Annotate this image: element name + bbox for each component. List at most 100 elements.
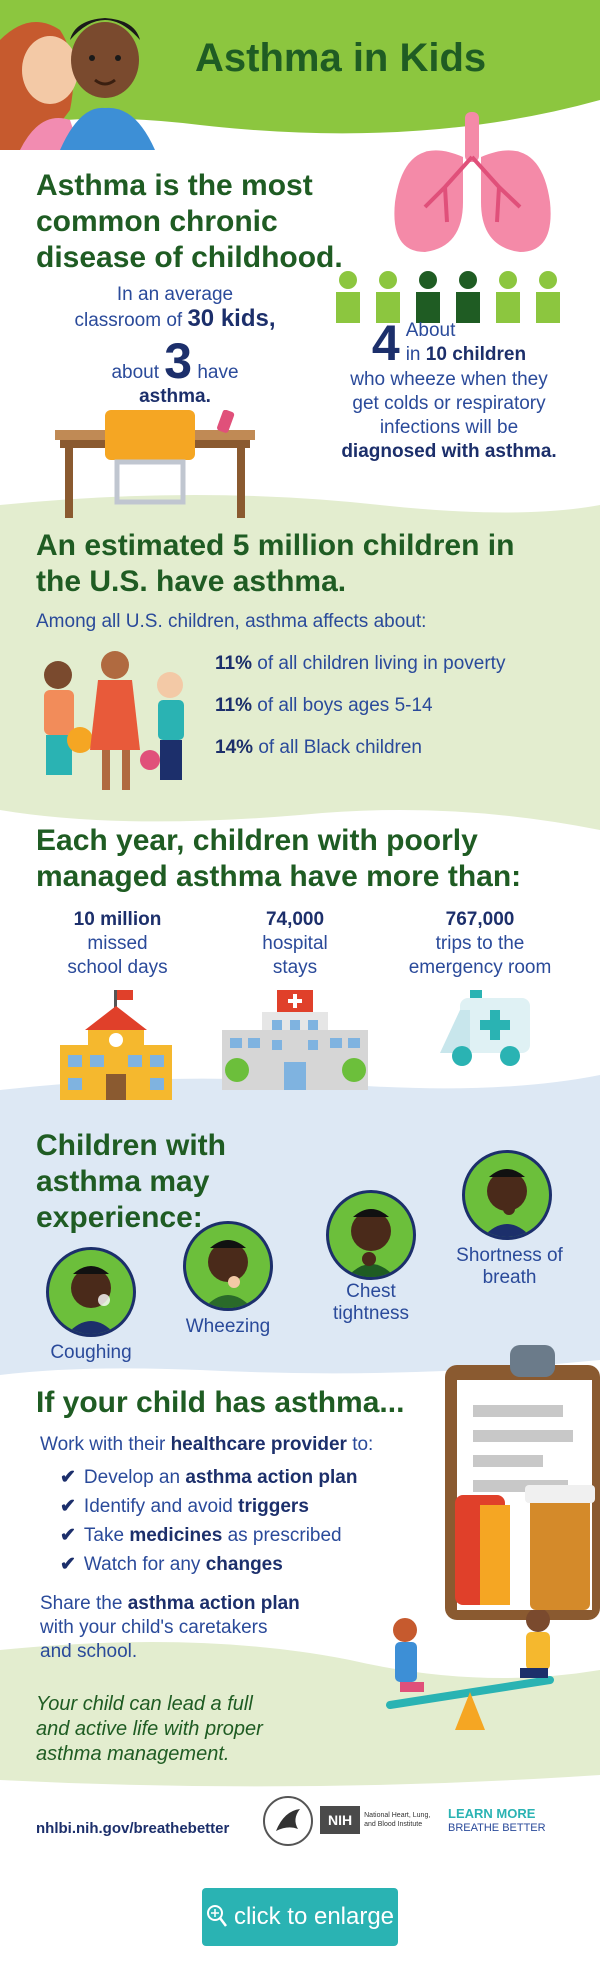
stat-line2: stays: [272, 957, 318, 978]
stat-text: of all boys ages 5-14: [257, 695, 433, 716]
symptom-chest-tightness-icon: [326, 1190, 416, 1280]
stat-pct: 11%: [215, 695, 252, 716]
check-pre: Take: [83, 1525, 125, 1546]
share-pre: Share the: [40, 1593, 123, 1614]
symptom-shortness-line2: breath: [482, 1267, 537, 1288]
check-item-triggers: ✔ Identify and avoid triggers: [60, 1492, 440, 1521]
hhs-logo-icon: [263, 1796, 313, 1846]
stat-line2: emergency room: [408, 957, 552, 978]
check-post: as prescribed: [227, 1525, 342, 1546]
closing-line3: asthma management.: [36, 1743, 230, 1765]
page-title: Asthma in Kids: [195, 36, 487, 80]
stat-boys: 11% of all boys ages 5-14: [215, 694, 585, 718]
section5-intro-post: to:: [352, 1434, 374, 1455]
check-pre: Develop an: [83, 1467, 181, 1488]
checkmark-icon: ✔: [60, 1525, 76, 1546]
wheeze-in: in: [405, 344, 421, 365]
nih-logo: NIH National Heart, Lung, and Blood Inst…: [320, 1806, 430, 1834]
check-item-action-plan: ✔ Develop an asthma action plan: [60, 1463, 440, 1492]
breathe-better-text: BREATHE BETTER: [448, 1822, 546, 1834]
lungs-icon: [394, 112, 551, 252]
wheeze-line1: who wheeze when they: [350, 369, 548, 390]
stat-value: 767,000: [445, 909, 515, 930]
classroom-number: 3: [164, 333, 193, 389]
stat-text: of all Black children: [258, 737, 423, 758]
symptom-wheezing-icon: [183, 1221, 273, 1311]
nhlbi-line1: National Heart, Lung,: [364, 1812, 431, 1819]
classroom-pre: about: [111, 362, 159, 383]
click-to-enlarge-button[interactable]: click to enlarge: [202, 1888, 398, 1946]
stat-pct: 11%: [215, 653, 252, 674]
symptom-chest-line1: Chest: [346, 1281, 396, 1302]
ambulance-icon: [440, 990, 530, 1066]
header-kids-illustration: [0, 0, 160, 150]
symptom-chest-line2: tightness: [332, 1303, 410, 1324]
children-group-icon: [336, 271, 560, 323]
symptom-shortness-line1: Shortness of: [456, 1245, 563, 1266]
hospital-building-icon: [222, 990, 368, 1090]
zoom-icon: [206, 1905, 227, 1927]
check-bold: medicines: [129, 1525, 223, 1546]
action-checklist: ✔ Develop an asthma action plan ✔ Identify…: [60, 1463, 440, 1579]
check-pre: Watch for any: [83, 1554, 201, 1575]
section1-headline: Asthma is the most common chronic diseas…: [36, 169, 343, 274]
share-line3: and school.: [40, 1641, 138, 1662]
check-pre: Identify and avoid: [83, 1496, 233, 1517]
check-bold: asthma action plan: [185, 1467, 358, 1488]
wheeze-line4: diagnosed with asthma.: [341, 441, 557, 462]
nih-badge: NIH: [320, 1806, 361, 1834]
stat-value: 74,000: [265, 909, 325, 930]
symptom-chest-tightness-label: Chest tightness: [306, 1281, 436, 1325]
check-bold: changes: [205, 1554, 283, 1575]
closing-message: Your child can lead a full and active li…: [36, 1692, 376, 1767]
classroom-post: have: [197, 362, 239, 383]
classroom-last: asthma.: [139, 386, 211, 407]
share-plan-text: Share the asthma action plan with your c…: [40, 1592, 360, 1664]
stat-line1: missed: [87, 933, 148, 954]
closing-line1: Your child can lead a full: [36, 1693, 253, 1715]
checkmark-icon: ✔: [60, 1496, 76, 1517]
symptom-coughing-icon: [46, 1247, 136, 1337]
stats-list: 11% of all children living in poverty 11…: [215, 652, 585, 760]
stat-line1: hospital: [262, 933, 328, 954]
learn-more-text: LEARN MORE: [448, 1806, 536, 1821]
button-label: click to enlarge: [233, 1903, 395, 1930]
wheeze-number: 4: [371, 315, 400, 371]
stat-poverty: 11% of all children living in poverty: [215, 652, 585, 676]
stat-pct: 14%: [215, 737, 254, 758]
school-desk-icon: [55, 410, 255, 518]
check-item-changes: ✔ Watch for any changes: [60, 1550, 440, 1579]
breathe-better-logo: LEARN MORE BREATHE BETTER: [448, 1807, 546, 1835]
checkmark-icon: ✔: [60, 1554, 76, 1575]
section3-headline: Each year, children with poorly managed …: [36, 824, 522, 893]
stat-line2: school days: [67, 957, 168, 978]
symptom-coughing-label: Coughing: [50, 1342, 132, 1363]
section5-headline: If your child has asthma...: [36, 1386, 405, 1419]
wheeze-line2: get colds or respiratory: [352, 393, 546, 414]
symptom-wheezing-label: Wheezing: [185, 1316, 271, 1337]
clipboard-inhaler-illustration: [445, 1345, 600, 1620]
wheeze-text: 4 About in 10 children who wheeze when t…: [318, 318, 580, 464]
check-bold: triggers: [238, 1496, 309, 1517]
stat-value: 10 million: [73, 909, 162, 930]
children-playing-illustration: [44, 651, 184, 790]
section5-intro: Work with their healthcare provider to:: [40, 1433, 440, 1457]
section2-headline: An estimated 5 million children in the U…: [36, 529, 515, 598]
stat-line1: trips to the: [435, 933, 525, 954]
classroom-line2: classroom of: [74, 310, 183, 331]
wheeze-line3: infections will be: [379, 417, 519, 438]
classroom-text: In an average classroom of 30 kids, abou…: [45, 283, 305, 409]
section5-intro-bold: healthcare provider: [170, 1434, 347, 1455]
seesaw-kids-illustration: [386, 1610, 554, 1730]
nhlbi-line2: and Blood Institute: [364, 1821, 423, 1828]
check-item-medicines: ✔ Take medicines as prescribed: [60, 1521, 440, 1550]
footer-url[interactable]: nhlbi.nih.gov/breathebetter: [36, 1820, 230, 1837]
wheeze-ten: 10 children: [425, 344, 527, 365]
checkmark-icon: ✔: [60, 1467, 76, 1488]
section4-headline: Children with asthma may experience:: [36, 1129, 226, 1234]
symptom-shortness-of-breath-icon: [462, 1150, 552, 1240]
symptom-shortness-label: Shortness of breath: [437, 1245, 582, 1289]
background-waves: [0, 0, 600, 1787]
section5-intro-pre: Work with their: [40, 1434, 166, 1455]
stat-er-trips: 767,000 trips to the emergency room: [390, 908, 570, 980]
